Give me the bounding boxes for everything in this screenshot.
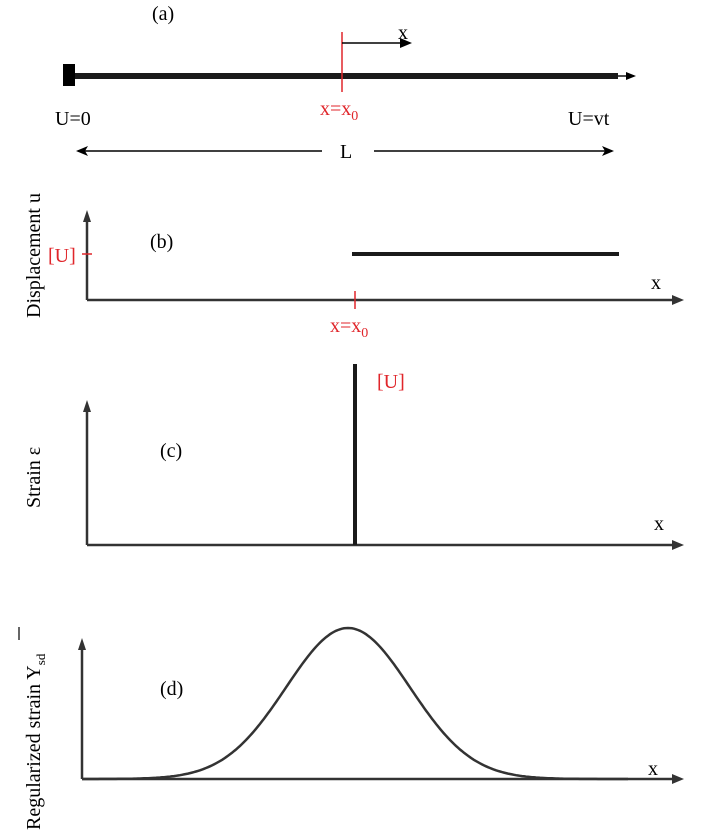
panel-b: Displacement u x [U] (b) x=x0 (23, 193, 684, 341)
right-bc-label: U=vt (568, 108, 610, 130)
panel-a-tag: (a) (152, 3, 174, 25)
panel-b-jump-label: [U] (48, 245, 76, 267)
position-label-a: x=x0 (320, 98, 358, 124)
x-direction-label: x (398, 22, 408, 44)
panel-c-y-arrowhead (83, 400, 91, 412)
panel-a: (a) x U=0 U=vt x=x0 L (55, 3, 636, 163)
panel-c-ylabel: Strain ε (23, 447, 45, 508)
bar-end-arrowhead (626, 72, 636, 80)
panel-d: Regularized strain Ysd x (d) (18, 626, 684, 830)
x-direction-arrowhead (400, 38, 412, 48)
panel-b-y-arrowhead (83, 210, 91, 222)
panel-d-x-arrowhead (672, 774, 684, 784)
panel-c-tag: (c) (160, 440, 182, 462)
panel-c-jump-label: [U] (377, 371, 405, 393)
panel-d-xlabel: x (648, 758, 658, 780)
panel-b-xlabel: x (651, 272, 661, 294)
panel-d-tag: (d) (160, 678, 183, 700)
panel-c: Strain ε x [U] (c) (23, 364, 684, 550)
panel-d-gaussian-curve (82, 626, 628, 781)
position-label-b: x=x0 (330, 315, 368, 341)
panel-b-tag: (b) (150, 231, 173, 253)
panel-c-x-arrowhead (672, 540, 684, 550)
panel-b-ylabel: Displacement u (23, 193, 45, 318)
length-arrowhead-left (76, 146, 88, 156)
left-bc-label: U=0 (55, 108, 91, 130)
panel-d-ylabel: Regularized strain Ysd (23, 653, 48, 830)
panel-d-y-arrowhead (78, 638, 86, 650)
panel-b-x-arrowhead (672, 295, 684, 305)
panel-c-xlabel: x (654, 513, 664, 535)
length-arrowhead-right (602, 146, 614, 156)
length-label: L (340, 141, 352, 163)
clamp-block (63, 64, 75, 86)
